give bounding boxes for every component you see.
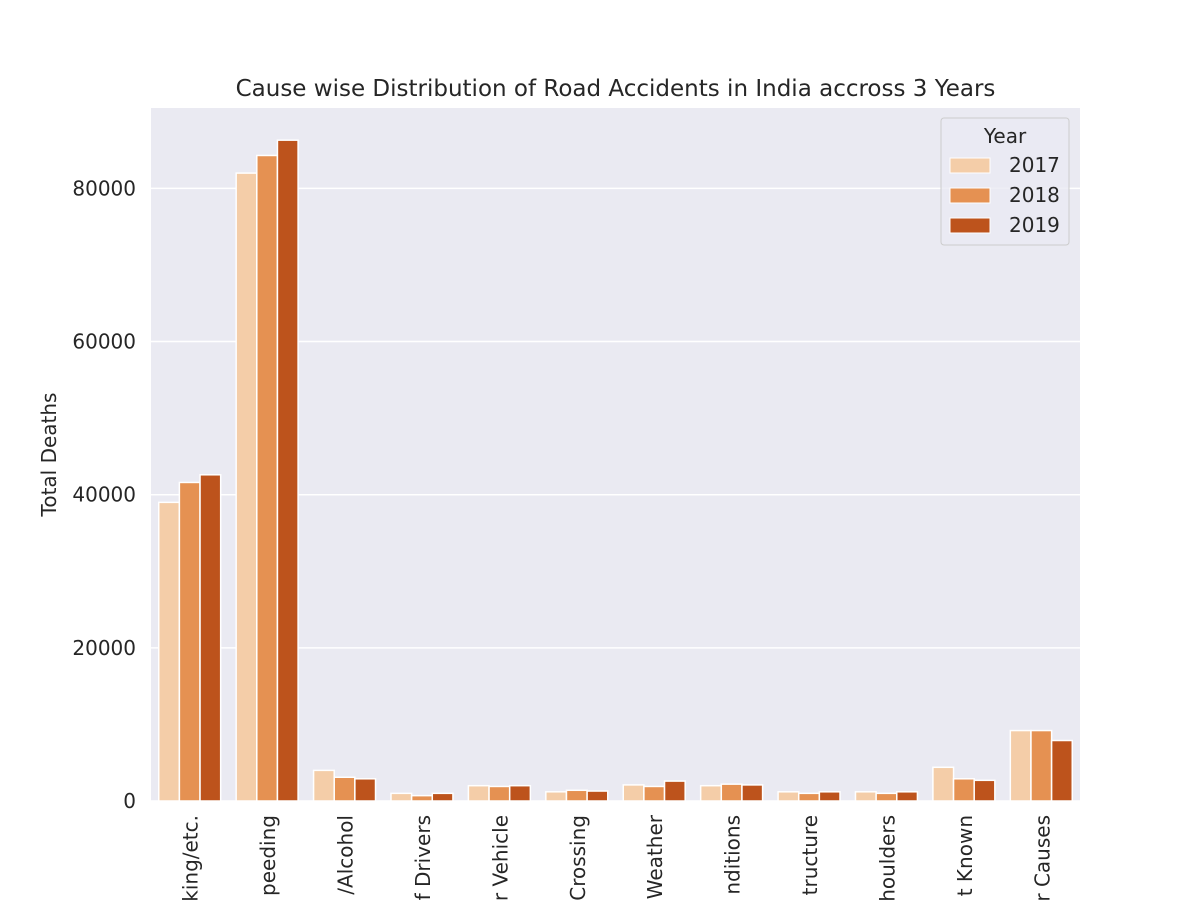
bar-2019-1 [276,139,299,802]
x-tick-label: tructure [798,815,822,895]
bar-2019-0 [199,474,222,802]
bar-2019-6 [663,780,686,802]
bar-2018-1 [256,154,279,802]
bar-2019-10 [973,779,996,802]
bar-2017-5 [545,791,568,802]
bar-2018-8 [797,792,821,802]
bar-2017-11 [1009,729,1032,802]
bar-2019-8 [818,791,841,802]
x-tick-label: t Known [953,815,977,896]
bar-2018-5 [565,789,588,802]
bar-2017-1 [235,172,258,802]
bar-2019-4 [508,784,532,802]
legend-swatch-2017 [949,157,991,174]
bar-2017-2 [312,769,335,802]
bars [157,139,1074,802]
bar-2017-8 [777,791,800,802]
bar-2017-4 [467,784,490,802]
bar-2018-6 [643,785,666,802]
bar-2017-0 [157,501,181,802]
bar-2019-2 [354,778,377,802]
x-tick-label: Crossing [566,815,590,900]
bar-2018-9 [875,792,898,802]
x-tick-label: /Alcohol [334,815,358,895]
bar-2018-11 [1030,729,1053,802]
bar-2017-9 [854,791,877,802]
bar-2019-7 [741,784,764,802]
legend-label: 2018 [1009,183,1060,207]
bar-2018-7 [720,783,743,802]
bar-2019-5 [586,790,609,802]
y-tick-label: 20000 [72,636,136,660]
x-tick-label: Weather [643,814,667,899]
bar-2019-9 [896,791,919,802]
bar-2017-3 [390,792,413,802]
legend-title: Year [983,124,1027,148]
bar-2018-2 [333,776,356,802]
bar-2018-4 [488,785,511,802]
legend-label: 2017 [1009,153,1060,177]
legend-label: 2019 [1009,213,1060,237]
bar-2017-10 [932,766,955,802]
x-tick-label: r Vehicle [488,815,512,900]
legend-swatch-2018 [949,187,991,204]
bar-2019-3 [431,792,454,802]
legend-swatch-2019 [949,217,991,234]
bar-2019-11 [1050,739,1074,802]
y-tick-label: 80000 [72,176,136,200]
chart-title: Cause wise Distribution of Road Accident… [236,76,996,102]
bar-2018-3 [410,794,434,802]
y-tick-label: 40000 [72,483,136,507]
y-tick-labels: 0 20000 40000 60000 80000 [72,176,136,813]
x-tick-label: f Drivers [411,815,435,900]
grid-lines [151,187,1080,802]
bar-2018-10 [952,778,975,802]
bar-2017-7 [699,784,723,802]
x-tick-label: peeding [256,815,280,896]
x-tick-label: king/etc. [179,815,203,900]
legend: Year 2017 2018 2019 [940,117,1070,246]
bar-2017-6 [622,784,645,802]
x-tick-label: r Causes [1030,815,1054,900]
y-tick-label: 60000 [72,330,136,354]
legend-box [940,117,1070,246]
bar-2018-0 [178,481,201,802]
y-tick-label: 0 [123,789,136,813]
plot-background [151,108,1080,801]
x-tick-label: houlders [875,815,899,900]
y-axis-label: Total Deaths [37,393,61,518]
x-tick-label: nditions [721,815,745,895]
x-tick-labels: king/etc. peeding/Alcohol f Drivers r Vehic… [179,814,1055,900]
